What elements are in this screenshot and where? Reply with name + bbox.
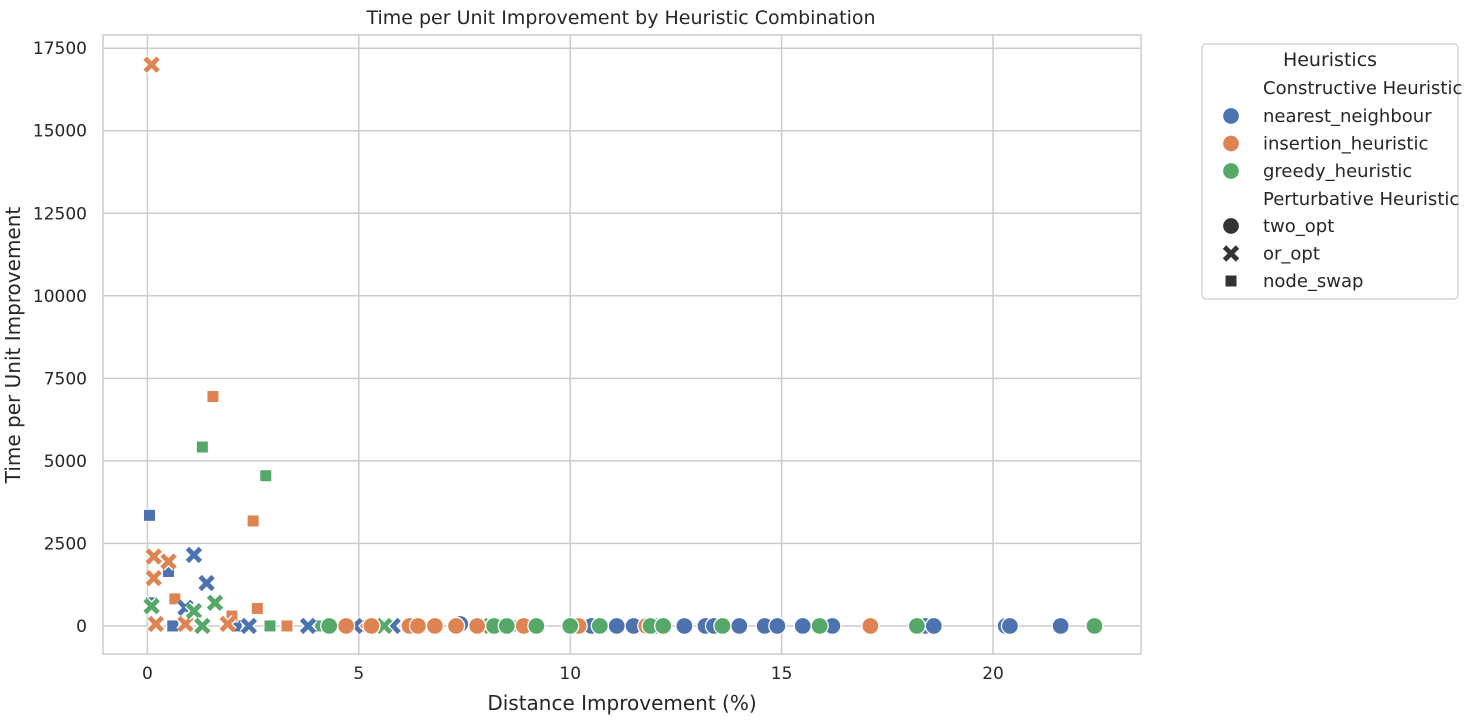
data-point-greedy-heuristic-or-opt [375, 616, 394, 636]
plot-frame [102, 34, 1142, 655]
data-point-insertion-heuristic-node-swap [168, 592, 182, 606]
data-point-greedy-heuristic-or-opt [193, 616, 212, 636]
data-point-greedy-heuristic-node-swap [195, 440, 209, 454]
data-point-greedy-heuristic-two-opt [907, 616, 927, 636]
legend-hue-title: Constructive Heuristic [1263, 78, 1462, 99]
y-tick-label: 2500 [44, 534, 87, 554]
data-point-nearest-neighbour-or-opt [197, 573, 216, 593]
data-point-insertion-heuristic-node-swap [206, 389, 220, 403]
data-point-insertion-heuristic-node-swap [250, 601, 264, 615]
legend-label-or-opt: or_opt [1263, 244, 1320, 265]
legend-label-node-swap: node_swap [1263, 271, 1363, 292]
data-point-nearest-neighbour-or-opt [298, 616, 318, 636]
y-tick-label: 5000 [44, 452, 87, 472]
grid-lines [103, 35, 1141, 654]
y-tick-label: 15000 [33, 122, 87, 142]
data-point-insertion-heuristic-or-opt [159, 552, 178, 571]
y-axis-title: Time per Unit Improvement [1, 207, 25, 485]
data-point-insertion-heuristic-two-opt [408, 616, 428, 636]
legend-marker-insertion-heuristic [1221, 134, 1241, 153]
legend-marker-node-swap [1224, 274, 1238, 288]
data-point-greedy-heuristic-two-opt [1085, 616, 1104, 636]
data-point-nearest-neighbour-two-opt [924, 616, 943, 636]
data-point-insertion-heuristic-node-swap [280, 619, 294, 633]
y-tick-label: 7500 [44, 369, 87, 389]
data-point-nearest-neighbour-node-swap [143, 508, 157, 522]
y-tick-label: 12500 [33, 204, 87, 224]
data-point-greedy-heuristic-two-opt [320, 616, 339, 636]
data-point-insertion-heuristic-two-opt [425, 616, 445, 636]
legend-marker-nearest-neighbour [1221, 106, 1241, 126]
legend-style-title: Perturbative Heuristic [1263, 189, 1459, 210]
data-point-insertion-heuristic-two-opt [468, 616, 487, 636]
data-point-greedy-heuristic-two-opt [713, 616, 732, 636]
x-tick-label: 10 [559, 664, 581, 684]
data-point-greedy-heuristic-two-opt [527, 616, 546, 636]
legend-marker-two-opt [1221, 216, 1241, 236]
y-tick-label: 0 [76, 617, 87, 637]
x-tick-labels: 0 5 10 15 20 [142, 664, 1004, 684]
data-point-greedy-heuristic-node-swap [263, 619, 277, 633]
data-point-insertion-heuristic-or-opt [176, 614, 195, 634]
x-tick-label: 0 [142, 664, 153, 684]
y-tick-label: 17500 [33, 39, 87, 59]
data-point-nearest-neighbour-two-opt [675, 616, 694, 636]
data-point-nearest-neighbour-or-opt [239, 616, 259, 636]
data-point-greedy-heuristic-two-opt [590, 616, 609, 636]
data-point-insertion-heuristic-two-opt [362, 616, 381, 636]
x-tick-label: 15 [771, 664, 793, 684]
data-point-insertion-heuristic-node-swap [246, 514, 260, 528]
data-point-nearest-neighbour-or-opt [184, 545, 204, 565]
data-point-greedy-heuristic-or-opt [184, 601, 204, 621]
data-point-greedy-heuristic-node-swap [259, 469, 273, 483]
legend-label-nearest-neighbour: nearest_neighbour [1263, 106, 1432, 127]
legend-box [1201, 43, 1459, 300]
legend-title: Heuristics [1283, 49, 1377, 71]
legend: Heuristics Constructive Heuristic Pertur… [1201, 43, 1462, 300]
data-point-greedy-heuristic-two-opt [654, 616, 673, 636]
x-axis-title: Distance Improvement (%) [487, 691, 756, 715]
data-point-insertion-heuristic-two-opt [861, 616, 880, 636]
legend-marker-or-opt [1221, 244, 1241, 263]
legend-label-two-opt: two_opt [1263, 216, 1334, 237]
data-point-insertion-heuristic-or-opt [144, 547, 163, 566]
data-point-nearest-neighbour-two-opt [768, 616, 787, 636]
legend-label-insertion-heuristic: insertion_heuristic [1263, 134, 1428, 155]
y-tick-label: 10000 [33, 287, 87, 307]
data-point-insertion-heuristic-or-opt [144, 568, 163, 588]
data-point-greedy-heuristic-or-opt [205, 593, 225, 612]
data-point-insertion-heuristic-two-opt [446, 616, 466, 636]
data-point-insertion-heuristic-or-opt [218, 614, 237, 634]
legend-marker-greedy-heuristic [1221, 161, 1241, 181]
data-points [142, 55, 1104, 636]
legend-label-greedy-heuristic: greedy_heuristic [1263, 161, 1412, 182]
data-point-greedy-heuristic-two-opt [561, 616, 580, 636]
data-point-greedy-heuristic-two-opt [810, 616, 829, 636]
data-point-nearest-neighbour-two-opt [1051, 616, 1070, 636]
data-point-nearest-neighbour-node-swap [166, 619, 180, 633]
x-tick-label: 5 [353, 664, 364, 684]
data-point-insertion-heuristic-or-opt [142, 55, 161, 74]
chart-title: Time per Unit Improvement by Heuristic C… [365, 7, 875, 29]
data-point-insertion-heuristic-two-opt [336, 616, 356, 636]
x-tick-label: 20 [982, 664, 1004, 684]
data-point-nearest-neighbour-two-opt [730, 616, 749, 636]
data-point-insertion-heuristic-or-opt [146, 614, 166, 634]
data-point-nearest-neighbour-two-opt [793, 616, 812, 636]
y-tick-labels: 0 2500 5000 7500 10000 12500 15000 17500 [33, 39, 87, 637]
data-point-nearest-neighbour-two-opt [607, 616, 626, 636]
data-point-nearest-neighbour-two-opt [1000, 616, 1020, 636]
data-point-greedy-heuristic-or-opt [142, 596, 161, 616]
data-point-greedy-heuristic-two-opt [497, 616, 516, 636]
